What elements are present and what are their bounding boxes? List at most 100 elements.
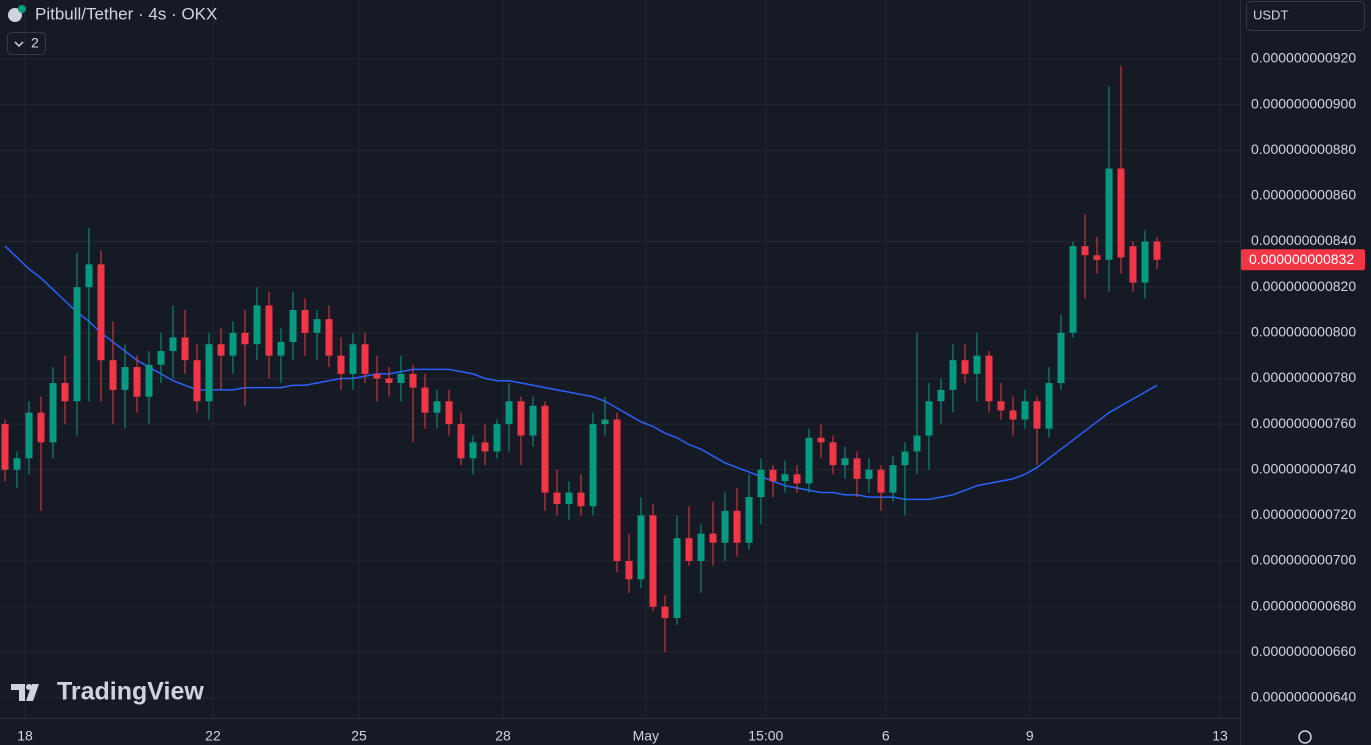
logo-mark [11, 684, 39, 701]
candle-body [397, 373, 405, 384]
candle-body [469, 442, 477, 459]
y-tick-label: 0.000000000920 [1251, 50, 1356, 66]
candle-body [313, 319, 321, 333]
candle-body [181, 337, 189, 361]
candle-body [481, 442, 489, 452]
candle-body [889, 465, 897, 493]
candle-body [325, 319, 333, 356]
x-tick-label: May [633, 728, 659, 744]
candle-body [289, 309, 297, 342]
candle-body [169, 337, 177, 352]
currency-button[interactable] [1246, 1, 1365, 31]
tradingview-logo: TradingView [11, 678, 204, 706]
candle-body [49, 383, 57, 443]
candle-body [421, 387, 429, 413]
candle-body [769, 469, 777, 482]
candle-body [721, 510, 729, 543]
candle-body [1, 424, 9, 470]
candle-body [541, 405, 549, 493]
candle-body [793, 474, 801, 484]
candle-body [73, 287, 81, 402]
candle-body [673, 538, 681, 619]
candle-body [133, 367, 141, 397]
x-tick-label: 6 [882, 728, 890, 744]
y-tick-label: 0.000000000740 [1251, 460, 1356, 476]
candle-body [577, 492, 585, 507]
candle-body [409, 373, 417, 388]
candle-body [373, 373, 381, 379]
candle-body [517, 401, 525, 436]
candle-body [1069, 246, 1077, 333]
indicator-count: 2 [31, 35, 39, 51]
exchange-icon [18, 5, 26, 13]
x-tick-label: 15:00 [748, 728, 783, 744]
y-tick-label: 0.000000000660 [1251, 643, 1356, 659]
candle-body [841, 458, 849, 466]
candle-body [445, 401, 453, 425]
candle-body [1141, 241, 1149, 283]
logo-dot [26, 684, 32, 690]
candle-body [661, 606, 669, 619]
candle-body [817, 437, 825, 443]
candle-body [781, 474, 789, 482]
candle-body [97, 264, 105, 361]
candle-body [493, 424, 501, 452]
candle-body [901, 451, 909, 466]
settings-icon[interactable] [1298, 730, 1312, 744]
y-tick-label: 0.000000000900 [1251, 95, 1356, 111]
last-price-badge [1241, 249, 1365, 271]
candle-body [697, 533, 705, 562]
candle-body [433, 401, 441, 413]
candle-body [1033, 401, 1041, 429]
candle-body [109, 360, 117, 390]
candle-body [949, 360, 957, 390]
currency-label: USDT [1253, 7, 1288, 22]
symbol-icon [8, 8, 22, 22]
candle-body [385, 378, 393, 384]
candle-body [1057, 332, 1065, 384]
candle-body [649, 515, 657, 607]
y-tick-label: 0.000000000880 [1251, 141, 1356, 157]
candle-body [1129, 246, 1137, 283]
candle-body [1009, 410, 1017, 420]
candle-body [1021, 401, 1029, 420]
candle-body [565, 492, 573, 504]
candle-body [757, 469, 765, 498]
y-tick-label: 0.000000000820 [1251, 278, 1356, 294]
candle-body [85, 264, 93, 288]
plot [1, 65, 1161, 653]
candle-body [37, 412, 45, 443]
candle-body [529, 405, 537, 436]
candle-body [25, 412, 33, 459]
candle-body [829, 442, 837, 466]
candle-body [157, 351, 165, 365]
candle-body [853, 458, 861, 479]
candle-body [145, 364, 153, 397]
y-tick-label: 0.000000000700 [1251, 552, 1356, 568]
candle-body [301, 309, 309, 333]
y-tick-label: 0.000000000680 [1251, 597, 1356, 613]
y-tick-label: 0.000000000840 [1251, 232, 1356, 248]
candle-body [1117, 168, 1125, 258]
y-tick-label: 0.000000000760 [1251, 415, 1356, 431]
candle-body [277, 341, 285, 356]
candle-body [205, 344, 213, 402]
candle-body [985, 355, 993, 402]
candle-body [925, 401, 933, 436]
candle-body [685, 538, 693, 562]
candle-body [709, 533, 717, 543]
y-tick-label: 0.000000000860 [1251, 187, 1356, 203]
candle-body [457, 424, 465, 459]
candle-body [637, 515, 645, 580]
y-tick-label: 0.000000000720 [1251, 506, 1356, 522]
indicator-toggle[interactable] [7, 32, 46, 55]
candle-body [1045, 383, 1053, 429]
y-tick-label: 0.000000000780 [1251, 369, 1356, 385]
candle-body [613, 419, 621, 562]
candle-body [193, 360, 201, 402]
x-tick-label: 28 [495, 728, 511, 744]
candle-body [1081, 246, 1089, 256]
candle-body [745, 497, 753, 543]
